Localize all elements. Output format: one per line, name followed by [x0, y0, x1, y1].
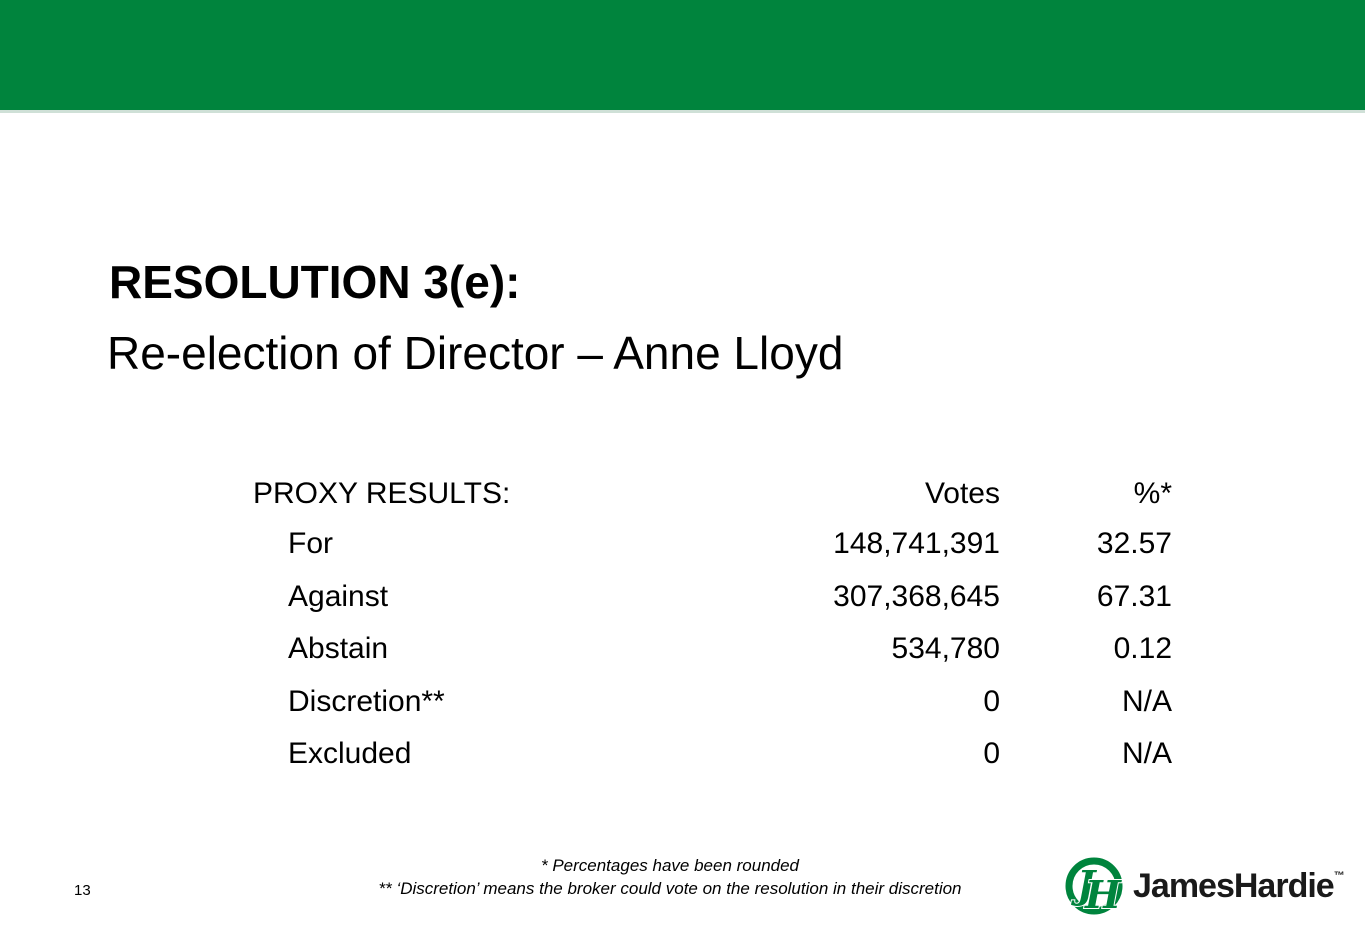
page-number: 13 — [74, 882, 91, 899]
footnotes: * Percentages have been rounded ** ‘Disc… — [0, 854, 1340, 900]
trademark-symbol: ™ — [1333, 869, 1345, 882]
row-label: Discretion** — [288, 684, 445, 718]
slide-subtitle: Re-election of Director – Anne Lloyd — [107, 327, 844, 379]
row-label: Excluded — [288, 737, 412, 770]
monogram-h: H — [1084, 872, 1122, 917]
table-row: Against 307,368,645 67.31 — [253, 580, 1172, 633]
proxy-results-table: PROXY RESULTS: Votes %* For 148,741,391 … — [253, 477, 1172, 790]
table-header-percent: %* — [1133, 477, 1172, 510]
jameshardie-monogram-icon: J H — [1065, 857, 1123, 918]
slide-title: RESOLUTION 3(e): — [109, 256, 521, 308]
row-votes: 0 — [983, 737, 1000, 770]
row-percent: 0.12 — [1113, 632, 1172, 665]
row-label: For — [288, 527, 333, 560]
table-row: Excluded 0 N/A — [253, 737, 1172, 790]
row-label: Abstain — [288, 632, 389, 665]
row-votes: 307,368,645 — [833, 579, 1000, 613]
footnote-percentages: * Percentages have been rounded — [540, 856, 800, 875]
row-votes: 534,780 — [891, 632, 1000, 665]
row-votes: 0 — [983, 684, 1000, 718]
row-percent: N/A — [1121, 684, 1172, 718]
table-header-row: PROXY RESULTS: Votes %* — [253, 477, 1172, 527]
table-header-votes: Votes — [924, 477, 1000, 510]
table-header-label: PROXY RESULTS: — [253, 477, 511, 510]
row-percent: 32.57 — [1096, 527, 1172, 560]
table-row: For 148,741,391 32.57 — [253, 527, 1172, 580]
row-percent: N/A — [1121, 737, 1172, 770]
table-row: Discretion** 0 N/A — [253, 685, 1172, 738]
header-band — [0, 0, 1365, 113]
row-label: Against — [288, 579, 389, 613]
footnote-discretion: ** ‘Discretion’ means the broker could v… — [378, 879, 962, 898]
table-row: Abstain 534,780 0.12 — [253, 632, 1172, 685]
row-percent: 67.31 — [1096, 579, 1172, 613]
brand-name: JamesHardie — [1133, 866, 1335, 905]
jameshardie-logo: J H JamesHardie™ — [1062, 853, 1345, 919]
brand-wordmark: JamesHardie™ — [1133, 867, 1345, 906]
row-votes: 148,741,391 — [833, 527, 1000, 560]
